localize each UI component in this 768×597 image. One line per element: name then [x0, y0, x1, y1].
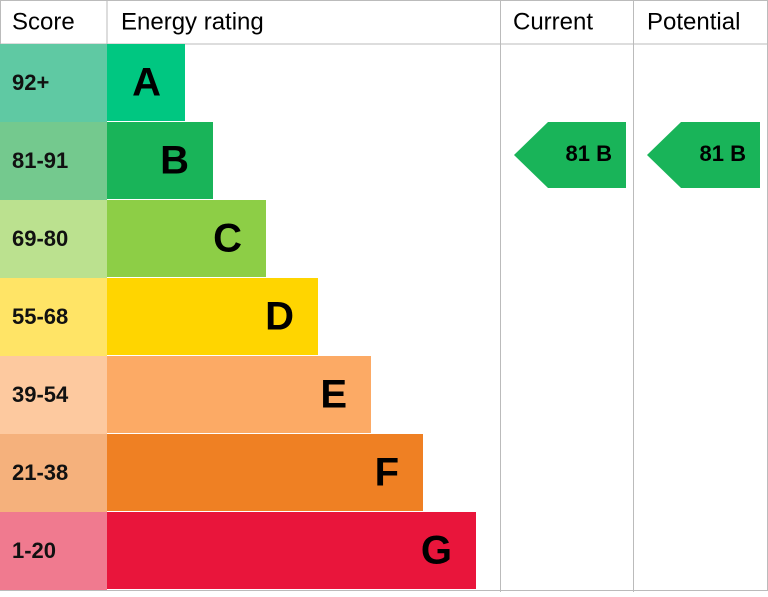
- score-label: 69-80: [12, 226, 68, 251]
- score-label: 39-54: [12, 382, 69, 407]
- score-label: 21-38: [12, 460, 68, 485]
- score-cell: [0, 278, 107, 356]
- score-cell: [0, 356, 107, 434]
- header-score: Score: [12, 8, 75, 35]
- rating-letter: F: [375, 451, 399, 495]
- rating-letter: B: [160, 139, 189, 183]
- score-cell: [0, 512, 107, 590]
- score-label: 81-91: [12, 148, 68, 173]
- score-cell: [0, 434, 107, 512]
- header-energy-rating: Energy rating: [121, 8, 264, 35]
- current-label: 81 B: [566, 141, 612, 166]
- rating-letter: D: [265, 295, 294, 339]
- rating-letter: A: [132, 61, 161, 105]
- rating-letter: E: [320, 373, 347, 417]
- rating-letter: C: [213, 217, 242, 261]
- score-label: 92+: [12, 70, 49, 95]
- header-current: Current: [513, 8, 593, 35]
- score-label: 1-20: [12, 538, 56, 563]
- score-cell: [0, 44, 107, 122]
- score-cell: [0, 122, 107, 200]
- rating-bar: [107, 278, 318, 355]
- rating-bar: [107, 200, 266, 277]
- rating-bar: [107, 434, 423, 511]
- rating-letter: G: [421, 529, 452, 573]
- rating-bar: [107, 512, 476, 589]
- rating-bar: [107, 44, 185, 121]
- score-label: 55-68: [12, 304, 68, 329]
- potential-label: 81 B: [700, 141, 746, 166]
- header-potential: Potential: [647, 8, 740, 35]
- current-arrow: [514, 122, 626, 188]
- potential-arrow: [647, 122, 760, 188]
- rating-bar: [107, 122, 213, 199]
- score-cell: [0, 200, 107, 278]
- rating-bar: [107, 356, 371, 433]
